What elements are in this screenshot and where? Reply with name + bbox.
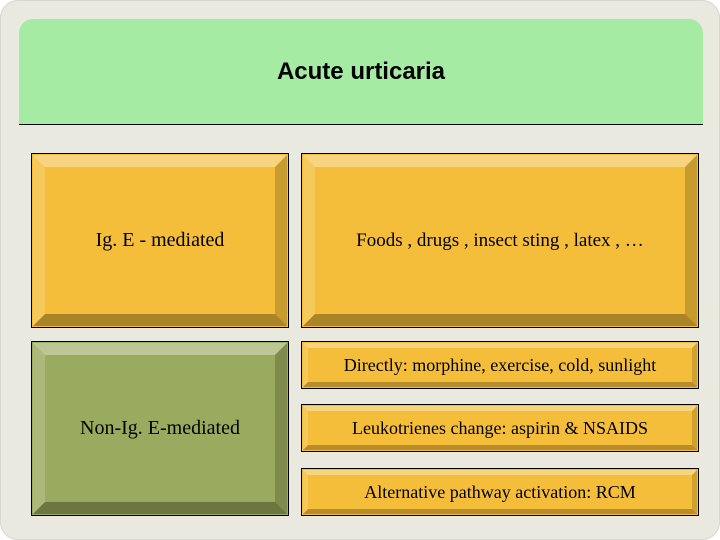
box-directly: Directly: morphine, exercise, cold, sunl… xyxy=(301,341,699,389)
box-leukotrienes: Leukotrienes change: aspirin & NSAIDS xyxy=(301,404,699,452)
box-ige-mediated: Ig. E - mediated xyxy=(31,153,289,328)
box-ige-causes: Foods , drugs , insect sting , latex , … xyxy=(301,153,699,328)
box-alternative-pathway-label: Alternative pathway activation: RCM xyxy=(364,482,635,503)
slide: Acute urticaria Ig. E - mediated Foods ,… xyxy=(0,0,720,540)
page-title: Acute urticaria xyxy=(277,58,445,86)
box-non-ige-mediated-label: Non-Ig. E-mediated xyxy=(80,417,240,440)
box-leukotrienes-label: Leukotrienes change: aspirin & NSAIDS xyxy=(352,418,648,439)
box-ige-causes-label: Foods , drugs , insect sting , latex , … xyxy=(356,230,644,252)
box-directly-label: Directly: morphine, exercise, cold, sunl… xyxy=(344,355,656,376)
box-alternative-pathway: Alternative pathway activation: RCM xyxy=(301,468,699,516)
box-non-ige-mediated: Non-Ig. E-mediated xyxy=(31,341,289,516)
header-band: Acute urticaria xyxy=(19,19,703,125)
box-ige-mediated-label: Ig. E - mediated xyxy=(96,229,225,252)
